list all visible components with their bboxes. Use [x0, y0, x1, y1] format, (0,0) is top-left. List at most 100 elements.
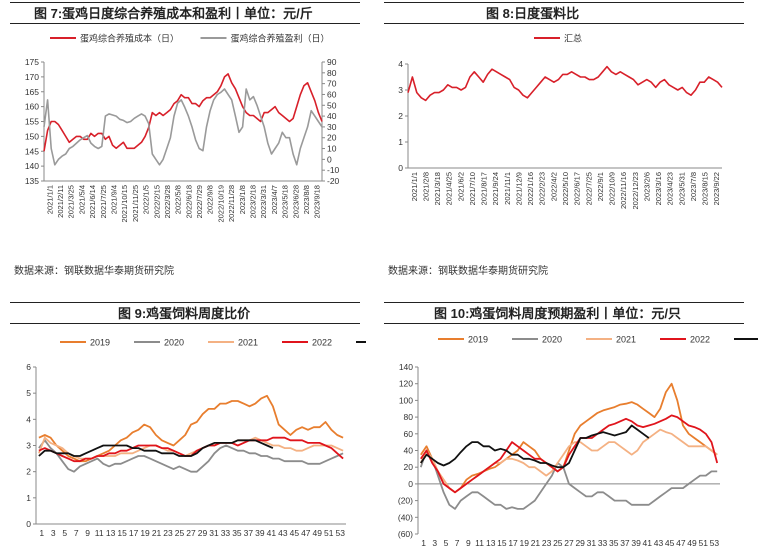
fig10-legend-label-0: 2019 [468, 335, 488, 345]
fig10-x-tick-label-1: 3 [432, 538, 437, 547]
fig8-x-tick-label-17: 2022/10/9 [608, 172, 617, 205]
fig8-y-tick-label-4: 4 [398, 59, 403, 69]
fig9-x-tick-label-14: 29 [198, 528, 208, 538]
fig8-x-tick-label-19: 2022/12/23 [631, 172, 640, 210]
fig8-x-tick-label-8: 2021/11/1 [503, 172, 512, 205]
fig10-x-tick-label-19: 39 [631, 538, 641, 547]
fig10-y-tick-label-3: 0 [408, 479, 413, 489]
fig10-x-tick-label-22: 45 [665, 538, 675, 547]
fig7-legend-label-0: 蛋鸡综合养殖成本（日） [80, 33, 179, 44]
fig9-x-tick-label-17: 35 [232, 528, 242, 538]
fig10-x-tick-label-17: 35 [609, 538, 619, 547]
fig10-legend-label-1: 2020 [542, 335, 562, 345]
fig7-x-tick-label-5: 2021/7/25 [99, 185, 108, 218]
fig9-x-tick-label-6: 13 [106, 528, 116, 538]
fig9-x-tick-label-1: 3 [51, 528, 56, 538]
figure-8-source: 数据来源：钢联数据华泰期货研究院 [388, 266, 548, 277]
figure-8: 图 8:日度蛋料比 汇总 0 1 2 3 4 2021/1/1 2021/2/8 2021/3/… [378, 0, 758, 280]
figure-10: 图 10:鸡蛋饲料周度预期盈利丨单位：元/只 20192020202120222… [378, 300, 758, 547]
fig9-x-tick-label-7: 15 [117, 528, 127, 538]
fig10-x-tick-label-12: 25 [553, 538, 563, 547]
fig10-x-tick-label-7: 15 [497, 538, 507, 547]
fig9-x-tick-label-11: 23 [163, 528, 173, 538]
fig7-y2-tick-label-2: 0 [327, 154, 332, 164]
fig7-x-tick-label-17: 2022/11/28 [227, 185, 236, 222]
fig7-x-tick-label-16: 2022/10/19 [216, 185, 225, 223]
fig10-y-tick-label-7: 80 [404, 412, 414, 422]
fig7-x-tick-label-1: 2021/2/11 [56, 185, 65, 218]
fig10-y-tick-label-2: (20) [398, 496, 413, 506]
fig7-y2-tick-label-6: 40 [327, 111, 337, 121]
fig7-y-tick-label-8: 175 [25, 57, 39, 67]
fig8-x-tick-label-10: 2022/1/16 [526, 172, 535, 205]
fig10-y-tick-label-0: (60) [398, 529, 413, 539]
fig10-y-tick-label-6: 60 [404, 429, 414, 439]
fig9-legend-label-3: 2022 [312, 338, 332, 348]
fig10-series-line-4 [420, 424, 650, 469]
fig9-x-tick-label-5: 11 [95, 528, 104, 538]
fig7-x-tick-label-23: 2023/6/28 [291, 185, 300, 218]
fig9-legend-label-1: 2020 [164, 338, 184, 348]
fig7-y-tick-label-6: 165 [25, 87, 39, 97]
fig7-x-tick-label-13: 2022/6/18 [184, 185, 193, 218]
fig9-x-tick-label-22: 45 [290, 528, 300, 538]
fig10-x-tick-label-25: 51 [698, 538, 708, 547]
fig8-x-tick-label-24: 2023/7/8 [689, 172, 698, 201]
figure-7-title: 图 7:蛋鸡日度综合养殖成本和盈利丨单位：元/斤 [10, 2, 360, 24]
fig7-x-tick-label-7: 2021/10/15 [120, 185, 129, 223]
fig7-x-tick-label-4: 2021/6/14 [88, 185, 97, 218]
fig10-x-tick-label-18: 37 [620, 538, 630, 547]
fig8-x-tick-label-1: 2021/2/8 [421, 172, 430, 201]
fig7-series-line-1 [43, 88, 323, 166]
fig10-y-tick-label-9: 120 [399, 379, 413, 389]
fig7-x-tick-label-9: 2022/1/5 [142, 185, 151, 214]
fig8-x-tick-label-2: 2021/3/18 [433, 172, 442, 205]
fig8-series-line-0 [407, 65, 723, 102]
fig8-x-tick-label-7: 2021/9/24 [491, 172, 500, 205]
fig8-x-tick-label-14: 2022/6/17 [573, 172, 582, 205]
fig8-x-tick-label-5: 2021/7/10 [468, 172, 477, 205]
fig7-x-tick-label-21: 2023/4/7 [270, 185, 279, 214]
fig8-legend-label-0: 汇总 [564, 33, 582, 44]
fig10-y-tick-label-8: 100 [399, 395, 413, 405]
fig10-x-tick-label-20: 41 [643, 538, 653, 547]
fig7-y-tick-label-3: 150 [25, 131, 39, 141]
fig7-x-tick-label-14: 2022/7/29 [195, 185, 204, 218]
fig10-x-tick-label-6: 13 [486, 538, 496, 547]
fig9-x-tick-label-20: 41 [267, 528, 277, 538]
fig9-y-tick-label-4: 4 [26, 414, 31, 424]
fig9-x-tick-label-15: 31 [209, 528, 219, 538]
fig8-x-tick-label-18: 2022/11/16 [619, 172, 628, 209]
fig7-y2-tick-label-11: 90 [327, 57, 337, 67]
fig8-y-tick-label-2: 2 [398, 111, 403, 121]
fig8-x-tick-label-21: 2023/3/16 [654, 172, 663, 205]
figure-10-title: 图 10:鸡蛋饲料周度预期盈利丨单位：元/只 [384, 302, 744, 324]
fig7-y2-tick-label-3: 10 [327, 144, 337, 154]
fig10-x-tick-label-15: 31 [587, 538, 597, 547]
fig7-x-tick-label-15: 2022/9/8 [206, 185, 215, 214]
fig8-x-tick-label-0: 2021/1/1 [410, 172, 419, 201]
fig7-x-tick-label-19: 2023/2/18 [249, 185, 258, 218]
fig8-x-tick-label-16: 2022/9/1 [596, 172, 605, 201]
fig10-x-tick-label-13: 27 [564, 538, 574, 547]
figure-7-source: 数据来源：钢联数据华泰期货研究院 [14, 266, 174, 277]
fig10-y-tick-label-1: (40) [398, 512, 413, 522]
fig9-y-tick-label-6: 6 [26, 362, 31, 372]
fig10-y-tick-label-4: 20 [404, 462, 414, 472]
fig8-x-tick-label-23: 2023/5/31 [677, 172, 686, 205]
fig9-x-tick-label-0: 1 [39, 528, 44, 538]
figure-8-chart: 汇总 0 1 2 3 4 2021/1/1 2021/2/8 2021/3/18 2021/4/2… [398, 33, 723, 210]
fig10-x-tick-label-23: 47 [676, 538, 686, 547]
fig9-series-line-4 [38, 439, 274, 457]
figure-8-title: 图 8:日度蛋料比 [384, 2, 744, 24]
fig7-x-tick-label-8: 2021/11/25 [131, 185, 140, 222]
fig10-y-tick-label-5: 40 [404, 446, 414, 456]
fig10-x-tick-label-10: 21 [531, 538, 541, 547]
fig10-x-tick-label-14: 29 [575, 538, 585, 547]
fig10-x-tick-label-0: 1 [421, 538, 426, 547]
fig8-x-tick-label-13: 2022/5/10 [561, 172, 570, 205]
fig9-x-tick-label-26: 53 [336, 528, 346, 538]
fig9-y-tick-label-5: 5 [26, 388, 31, 398]
fig8-x-tick-label-25: 2023/8/15 [701, 172, 710, 205]
fig8-x-tick-label-4: 2021/6/2 [456, 172, 465, 201]
